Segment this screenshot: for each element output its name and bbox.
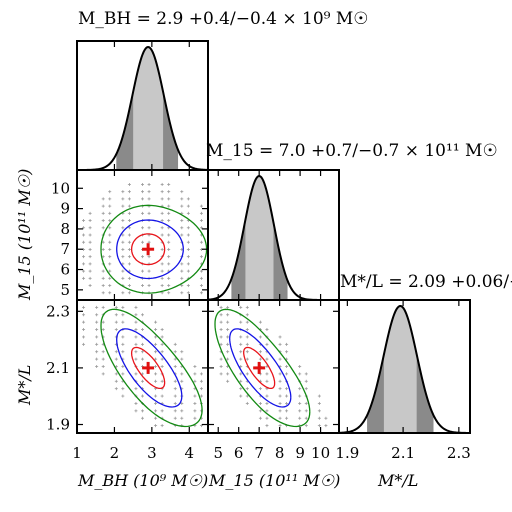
x-tick-label: 9 (295, 444, 305, 462)
sample-points (82, 305, 203, 428)
x-tick-label: 5 (213, 444, 223, 462)
marginal-m15-panel (207, 169, 340, 301)
x-tick-label: 2 (110, 444, 120, 462)
y-axis-label-ml: M*/L (15, 365, 34, 406)
y-tick-label: 2.1 (46, 359, 70, 377)
contour-3-sigma (100, 308, 203, 428)
title-m15: M_15 = 7.0 +0.7/−0.7 × 10¹¹ M☉ (206, 141, 498, 161)
y-tick-label: 10 (51, 179, 70, 197)
x-axis-label-m15: M_15 (10¹¹ M☉) (208, 471, 340, 490)
x-tick-label: 6 (234, 444, 244, 462)
marginal-mbh-panel (76, 40, 209, 171)
x-tick-label: 4 (185, 444, 195, 462)
x-tick-label: 1 (72, 444, 82, 462)
marginal-inner-band (245, 176, 274, 300)
x-tick-label: 7 (254, 444, 264, 462)
y-tick-label: 2.3 (46, 302, 70, 320)
marginal-curve (338, 305, 471, 434)
y-tick-label: 7 (60, 240, 70, 258)
title-mbh: M_BH = 2.9 +0.4/−0.4 × 10⁹ M☉ (78, 9, 369, 29)
contour-1-sigma (243, 346, 276, 390)
x-tick-label: 3 (147, 444, 157, 462)
y-axis-label-m15: M_15 (10¹¹ M☉) (15, 169, 34, 301)
y-tick-label: 6 (60, 261, 70, 279)
x-axis-label-ml: M*/L (377, 471, 418, 490)
y-tick-label: 1.9 (46, 416, 70, 434)
x-axis-label-mbh: M_BH (10⁹ M☉) (77, 471, 208, 490)
joint-mbh-ml-panel (76, 299, 209, 434)
y-tick-label: 5 (60, 281, 70, 299)
marginal-inner-band (133, 47, 164, 170)
contour-2-sigma (116, 219, 184, 280)
y-tick-label: 9 (60, 200, 70, 218)
title-ml: M*/L = 2.09 +0.06/−0.06 (340, 272, 512, 292)
x-tick-label: 10 (311, 444, 330, 462)
contour-1-sigma (130, 346, 166, 390)
y-tick-label: 8 (60, 220, 70, 238)
joint-frame (207, 299, 340, 434)
contour-3-sigma (214, 308, 311, 428)
marginal-inner-band (383, 306, 417, 433)
contour-3-sigma (100, 204, 208, 294)
x-tick-label: 8 (275, 444, 285, 462)
x-tick-label: 1.9 (335, 444, 359, 462)
joint-mbh-m15-panel (76, 169, 209, 301)
contour-1-sigma (130, 233, 166, 266)
joint-m15-ml-panel (207, 299, 340, 434)
x-tick-label: 2.3 (447, 444, 471, 462)
x-tick-label: 2.1 (391, 444, 415, 462)
sample-points (219, 305, 328, 428)
marginal-ml-panel (338, 299, 471, 434)
contour-2-sigma (116, 328, 183, 408)
contour-2-sigma (229, 328, 292, 408)
